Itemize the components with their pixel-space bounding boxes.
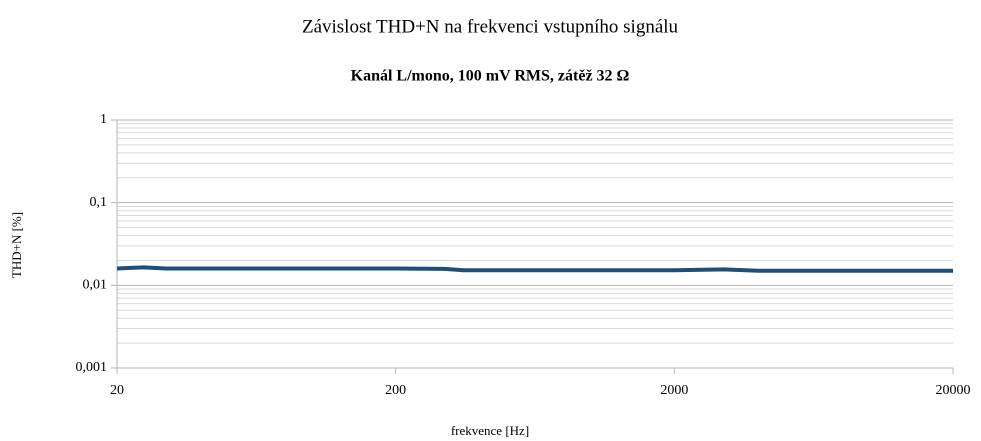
data-line bbox=[116, 265, 953, 273]
chart-subtitle: Kanál L/mono, 100 mV RMS, zátěž 32 Ω bbox=[351, 68, 630, 85]
y-tick-label: 0,1 bbox=[90, 195, 108, 210]
y-tick-label: 0,01 bbox=[83, 278, 108, 293]
y-axis-label: THD+N [%] bbox=[9, 212, 24, 278]
y-tick-label: 0,001 bbox=[76, 360, 108, 375]
x-tick-label: 20 bbox=[110, 383, 124, 398]
x-tick-label: 2000 bbox=[660, 383, 688, 398]
chart-title: Závislost THD+N na frekvenci vstupního s… bbox=[302, 16, 679, 37]
x-tick-label: 200 bbox=[385, 383, 406, 398]
x-axis-label: frekvence [Hz] bbox=[451, 423, 529, 438]
y-tick-label: 1 bbox=[100, 112, 107, 127]
x-tick-label: 20000 bbox=[936, 383, 971, 398]
